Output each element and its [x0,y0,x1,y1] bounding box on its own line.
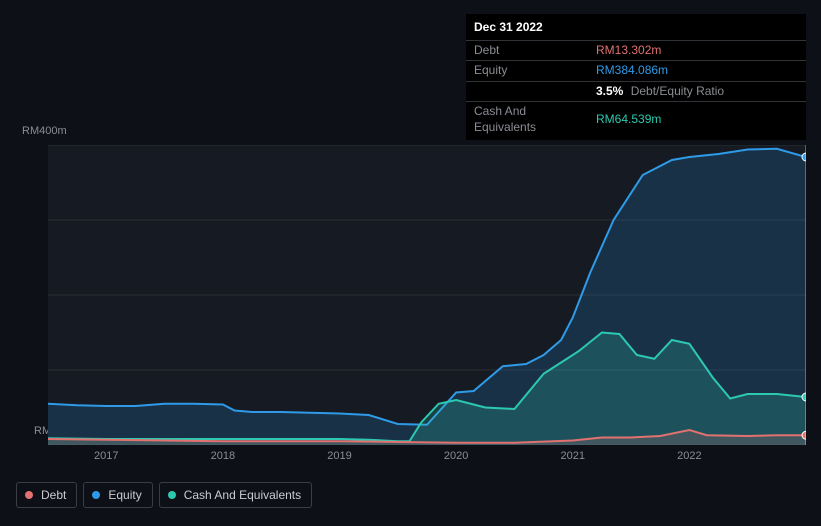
tooltip-row-ratio: 3.5% Debt/Equity Ratio [466,81,806,102]
legend-item-equity[interactable]: Equity [83,482,152,508]
tooltip-label: Cash And Equivalents [466,102,588,138]
tooltip-value: RM64.539m [588,102,806,138]
series-end-dot [802,431,806,439]
y-axis-label-max: RM400m [22,125,67,137]
x-axis-label: 2021 [561,450,585,462]
chart-plot[interactable] [48,145,806,445]
legend-item-cash[interactable]: Cash And Equivalents [159,482,312,508]
legend-label: Equity [108,488,141,502]
tooltip-label: Equity [466,61,588,82]
tooltip-value: RM13.302m [588,40,806,61]
x-axis-label: 2020 [444,450,468,462]
series-end-dot [802,393,806,401]
tooltip-ratio-label: Debt/Equity Ratio [631,84,724,98]
tooltip-row-debt: Debt RM13.302m [466,40,806,61]
tooltip-value: 3.5% Debt/Equity Ratio [588,81,806,102]
tooltip-row-cash: Cash And Equivalents RM64.539m [466,102,806,138]
x-axis-label: 2019 [327,450,351,462]
x-axis-label: 2018 [211,450,235,462]
x-axis-labels: 2017 2018 2019 2020 2021 2022 [48,450,806,466]
legend-dot-icon [168,491,176,499]
legend-dot-icon [25,491,33,499]
tooltip-label: Debt [466,40,588,61]
tooltip-date: Dec 31 2022 [466,16,806,40]
legend-dot-icon [92,491,100,499]
legend-item-debt[interactable]: Debt [16,482,77,508]
series-end-dot [802,153,806,161]
legend-label: Cash And Equivalents [184,488,301,502]
x-axis-label: 2022 [677,450,701,462]
chart-tooltip: Dec 31 2022 Debt RM13.302m Equity RM384.… [466,14,806,140]
tooltip-table: Debt RM13.302m Equity RM384.086m 3.5% De… [466,40,806,138]
chart-legend: Debt Equity Cash And Equivalents [16,482,312,508]
tooltip-value: RM384.086m [588,61,806,82]
tooltip-label [466,81,588,102]
x-axis-label: 2017 [94,450,118,462]
legend-label: Debt [41,488,66,502]
tooltip-row-equity: Equity RM384.086m [466,61,806,82]
